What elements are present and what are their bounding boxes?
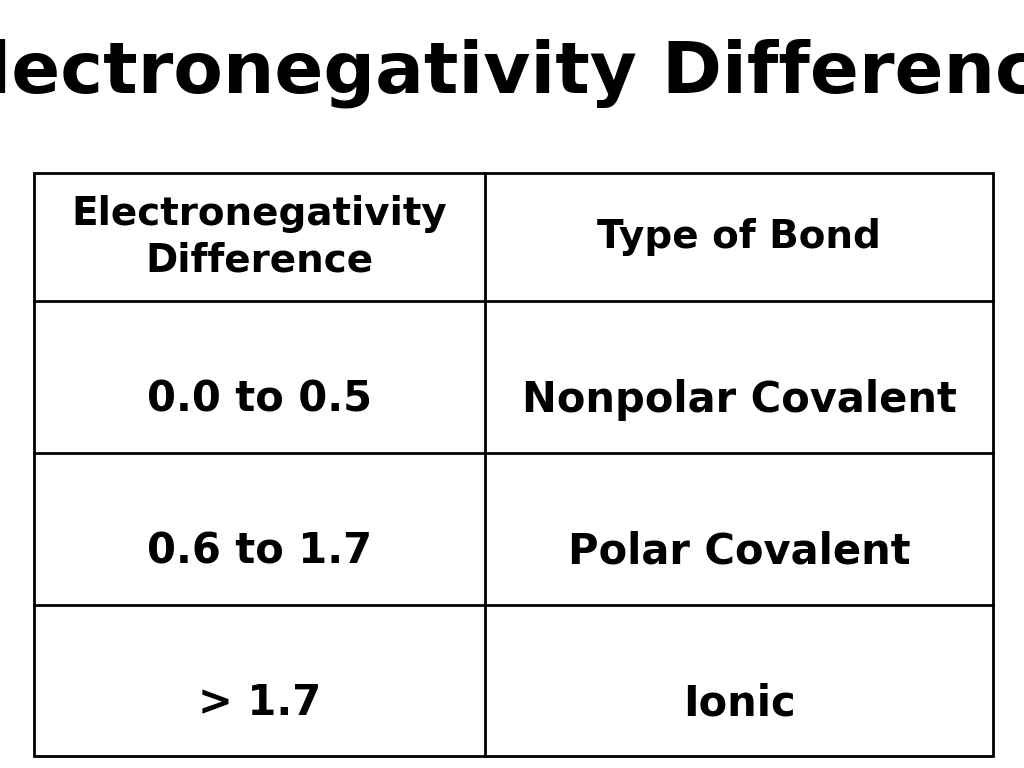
Text: 0.0 to 0.5: 0.0 to 0.5 bbox=[146, 379, 372, 421]
Text: Ionic: Ionic bbox=[683, 682, 796, 724]
Bar bbox=[34, 173, 993, 756]
Text: Nonpolar Covalent: Nonpolar Covalent bbox=[521, 379, 956, 421]
Text: Polar Covalent: Polar Covalent bbox=[567, 531, 910, 573]
Text: Type of Bond: Type of Bond bbox=[597, 218, 881, 256]
Text: Electronegativity
Difference: Electronegativity Difference bbox=[72, 194, 447, 280]
Text: > 1.7: > 1.7 bbox=[198, 682, 321, 724]
Text: 0.6 to 1.7: 0.6 to 1.7 bbox=[146, 531, 372, 573]
Text: Electronegativity Difference: Electronegativity Difference bbox=[0, 38, 1024, 108]
